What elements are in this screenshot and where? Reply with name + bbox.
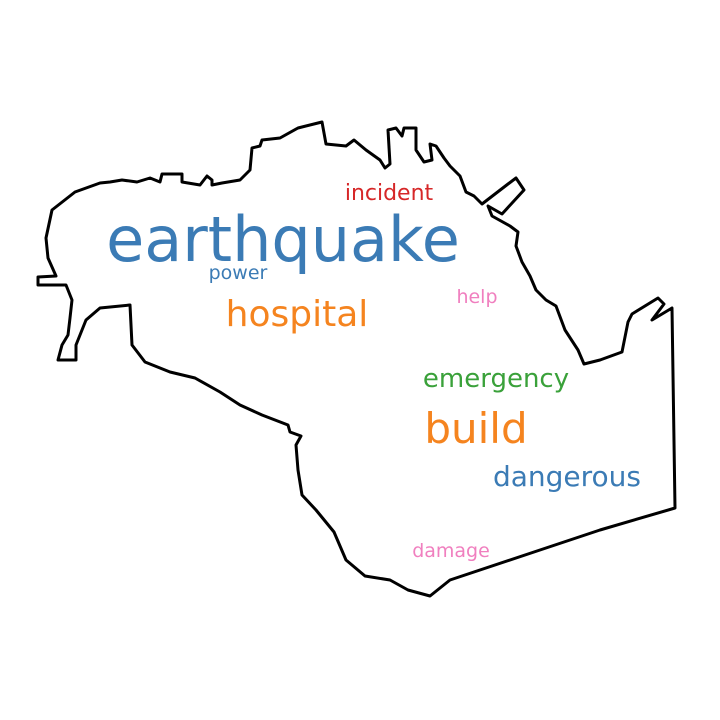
word-earthquake: earthquake [106, 203, 460, 276]
word-emergency: emergency [423, 364, 569, 394]
word-help: help [456, 286, 497, 308]
word-hospital: hospital [226, 294, 369, 335]
word-damage: damage [412, 540, 490, 562]
region-outline [36, 120, 677, 598]
word-incident: incident [345, 181, 434, 206]
word-dangerous: dangerous [493, 460, 641, 493]
word-power: power [209, 262, 268, 284]
word-build: build [424, 404, 527, 453]
